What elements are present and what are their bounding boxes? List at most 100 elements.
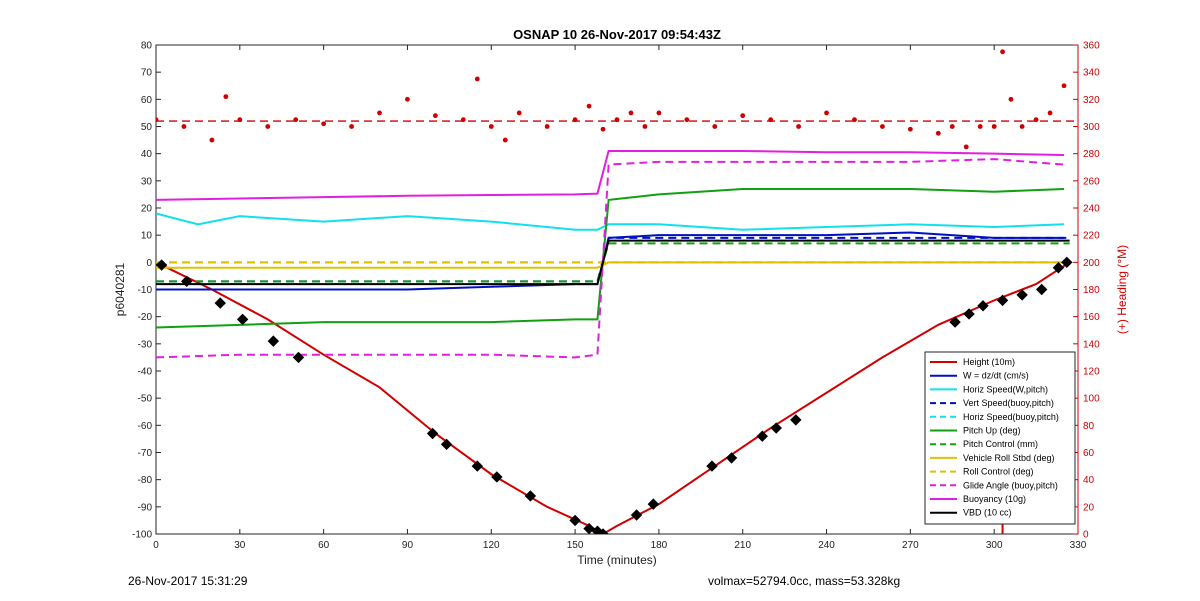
right-tick-label: 240: [1083, 204, 1100, 215]
legend-entry: Glide Angle (buoy,pitch): [963, 480, 1058, 490]
legend-entry: Height (10m): [963, 357, 1015, 367]
y-tick-label: 70: [141, 68, 153, 79]
heading-point: [642, 124, 648, 129]
x-tick-label: 210: [734, 540, 751, 551]
height-marker: [156, 259, 168, 271]
heading-point: [488, 124, 494, 129]
height-marker: [583, 522, 595, 534]
right-tick-label: 40: [1083, 475, 1095, 486]
chart-title: OSNAP 10 26-Nov-2017 09:54:43Z: [513, 27, 721, 42]
height-marker: [524, 490, 537, 502]
y-tick-label: -70: [138, 448, 153, 459]
right-tick-label: 160: [1083, 312, 1100, 323]
y-tick-label: 0: [146, 258, 152, 269]
heading-point: [293, 117, 299, 123]
heading-point: [1061, 83, 1067, 89]
heading-point: [156, 117, 159, 123]
heading-point: [796, 124, 802, 129]
right-tick-label: 260: [1083, 176, 1100, 187]
heading-point: [963, 144, 969, 150]
y-tick-label: 40: [141, 149, 153, 160]
heading-point: [614, 117, 620, 123]
legend-box: [924, 351, 1076, 525]
x-axis-label: Time (minutes): [577, 553, 657, 567]
heading-point: [181, 124, 187, 129]
series-pitch-up-deg: [156, 187, 1065, 329]
y-tick-label: -100: [132, 530, 152, 541]
legend-entry: Buoyancy (10g): [963, 494, 1026, 504]
x-tick-label: 120: [483, 540, 500, 551]
height-marker: [426, 427, 439, 440]
heading-point: [321, 121, 327, 127]
legend-entry: Horiz Speed(W,pitch): [963, 384, 1048, 394]
right-tick-label: 140: [1083, 339, 1100, 350]
heading-point: [740, 113, 746, 119]
heading-point: [237, 117, 243, 123]
heading-point: [656, 110, 662, 116]
height-marker: [236, 313, 249, 326]
legend-entry: Roll Control (deg): [963, 467, 1034, 477]
legend-entry: Pitch Up (deg): [963, 426, 1021, 436]
height-marker: [569, 514, 581, 527]
legend-entry: Horiz Speed(buoy,pitch): [963, 412, 1059, 422]
x-tick-label: 240: [818, 540, 835, 551]
x-tick-label: 0: [153, 540, 159, 551]
legend-entry: Pitch Control (mm): [963, 439, 1038, 449]
right-tick-label: 340: [1083, 68, 1100, 79]
right-tick-label: 60: [1083, 448, 1095, 459]
height-marker: [977, 300, 989, 312]
y-tick-label: 10: [141, 231, 153, 242]
heading-point: [1047, 110, 1053, 116]
x-tick-label: 90: [402, 540, 414, 551]
right-tick-label: 100: [1083, 394, 1100, 405]
y-tick-label: -40: [138, 367, 153, 378]
height-marker: [292, 351, 305, 364]
heading-point: [600, 126, 606, 132]
height-marker: [597, 528, 609, 534]
heading-point: [405, 96, 410, 102]
heading-point: [572, 117, 578, 123]
heading-point: [880, 124, 885, 129]
height-marker: [706, 460, 718, 472]
heading-point: [628, 110, 634, 116]
legend-entry: Vert Speed(buoy,pitch): [963, 398, 1054, 408]
heading-point: [502, 137, 508, 143]
heading-point: [209, 137, 215, 143]
heading-point: [265, 124, 271, 129]
right-tick-label: 180: [1083, 285, 1100, 296]
heading-point: [474, 76, 480, 82]
height-marker: [996, 294, 1009, 307]
right-tick-label: 320: [1083, 95, 1100, 106]
height-marker: [471, 460, 484, 472]
right-tick-label: 80: [1083, 421, 1095, 432]
x-tick-label: 180: [651, 540, 668, 551]
height-marker: [214, 297, 226, 309]
right-tick-label: 220: [1083, 231, 1100, 242]
y-tick-label: 20: [141, 204, 153, 215]
heading-point: [460, 117, 466, 123]
height-marker: [963, 308, 975, 320]
x-tick-label: 150: [567, 540, 584, 551]
legend-entry: VBD (10 cc): [963, 508, 1012, 518]
heading-point: [684, 117, 690, 123]
x-tick-label: 270: [902, 540, 919, 551]
series-horiz-speed-w-pitch: [156, 212, 1065, 231]
heading-point: [1000, 49, 1005, 55]
y-tick-label: -50: [138, 394, 153, 405]
right-tick-label: 200: [1083, 258, 1100, 269]
y-tick-label: 50: [141, 122, 153, 133]
heading-point: [544, 124, 550, 129]
y-tick-label: 60: [141, 95, 153, 106]
series-height-10m: [156, 261, 1071, 534]
heading-point: [768, 117, 774, 123]
heading-point: [907, 126, 913, 132]
heading-point: [949, 124, 955, 129]
right-tick-label: 120: [1083, 367, 1100, 378]
series-vert-speed-buoy-pitch: [156, 236, 1070, 283]
height-marker: [181, 275, 193, 288]
heading-point: [1033, 117, 1039, 123]
heading-point: [824, 110, 829, 116]
height-marker: [267, 335, 280, 347]
heading-point: [852, 117, 857, 123]
height-marker: [630, 509, 643, 521]
